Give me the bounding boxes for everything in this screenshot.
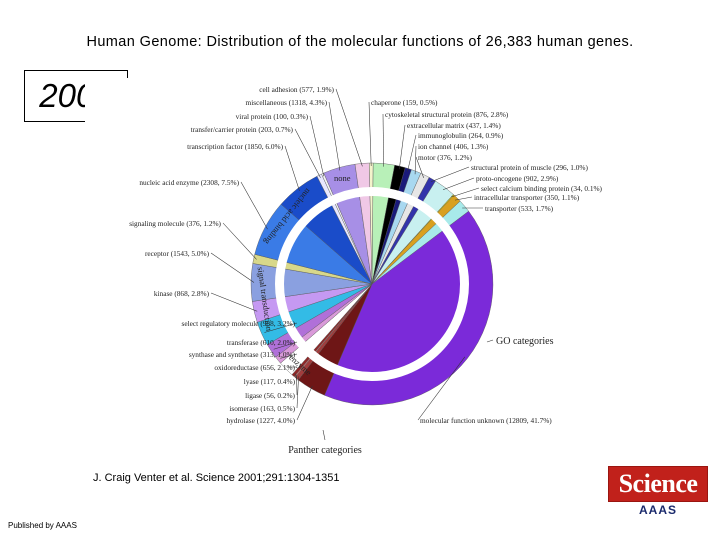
leader-signaling-molecule [222, 222, 257, 260]
label-molecular-function-unknown: molecular function unknown (12809, 41.7%… [420, 416, 552, 425]
label-miscellaneous: miscellaneous (1318, 4.3%) [246, 98, 328, 107]
leader-intracellular-transporter [454, 196, 473, 201]
leader-chaperone [368, 101, 372, 167]
label-intracellular-transporter: intracellular transporter (350, 1.1%) [474, 193, 580, 202]
label-ion-channel: ion channel (406, 1.3%) [418, 142, 489, 151]
leader-ion-channel [414, 145, 417, 175]
leader-structural-protein-of-muscle [430, 166, 470, 183]
leader-synthase-and-synthetase [280, 353, 298, 359]
go-categories-label: GO categories [496, 336, 554, 347]
leader-molecular-function-unknown [417, 356, 466, 421]
leader-transferase [273, 341, 298, 350]
leader-miscellaneous [328, 101, 341, 171]
leader-select-regulatory-molecule [264, 322, 298, 333]
label-receptor: receptor (1543, 5.0%) [145, 249, 210, 258]
label-select-calcium-binding-protein: select calcium binding protein (34, 0.1%… [481, 184, 603, 193]
label-lyase: lyase (117, 0.4%) [244, 377, 296, 386]
leader-motor [415, 156, 424, 178]
label-kinase: kinase (868, 2.8%) [154, 289, 210, 298]
leader-cytoskeletal-structural-protein [382, 113, 384, 167]
label-nucleic-acid-enzyme: nucleic acid enzyme (2308, 7.5%) [139, 178, 239, 187]
label-transcription-factor: transcription factor (1850, 6.0%) [187, 142, 283, 151]
science-logo-box: Science [608, 466, 708, 502]
published-by: Published by AAAS [8, 521, 77, 530]
leader-hydrolase [296, 385, 313, 421]
leader-receptor [210, 252, 255, 283]
label-immunoglobulin: immunoglobulin (264, 0.9%) [418, 131, 504, 140]
label-oxidoreductase: oxidoreductase (656, 2.1%) [214, 363, 295, 372]
slide-title: Human Genome: Distribution of the molecu… [86, 34, 634, 50]
panther-categories-label: Panther categories [288, 445, 362, 456]
label-transporter: transporter (533, 1.7%) [485, 204, 554, 213]
leader-cell-adhesion [335, 88, 363, 167]
leader-extracellular-matrix [399, 124, 406, 170]
label-ligase: ligase (56, 0.2%) [245, 391, 295, 400]
label-structural-protein-of-muscle: structural protein of muscle (296, 1.0%) [471, 163, 588, 172]
leader-viral-protein [309, 115, 325, 177]
label-select-regulatory-molecule: select regulatory molecule (988, 3.2%) [182, 319, 296, 328]
separator-ring [275, 187, 469, 381]
label-synthase-and-synthetase: synthase and synthetase (313, 1.0%) [189, 350, 296, 359]
label-motor: motor (376, 1.2%) [418, 153, 472, 162]
label-hydrolase: hydrolase (1227, 4.0%) [227, 416, 296, 425]
leader-lyase [294, 373, 298, 382]
leader-proto-oncogene [442, 177, 475, 190]
group-label-none: none [334, 173, 351, 183]
leader-nucleic-acid-enzyme [240, 181, 268, 230]
label-isomerase: isomerase (163, 0.5%) [229, 404, 295, 413]
leader-transcription-factor [284, 145, 300, 191]
label-signaling-molecule: signaling molecule (376, 1.2%) [129, 219, 221, 228]
leader-kinase [210, 292, 258, 312]
leader-immunoglobulin [407, 134, 417, 172]
slice-molecular-function-unknown [324, 210, 494, 406]
label-cell-adhesion: cell adhesion (577, 1.9%) [259, 85, 334, 94]
leader-select-calcium-binding-protein [451, 187, 480, 198]
citation: J. Craig Venter et al. Science 2001;291:… [93, 472, 340, 484]
label-proto-oncogene: proto-oncogene (902, 2.9%) [476, 174, 559, 183]
label-viral-protein: viral protein (100, 0.3%) [236, 112, 309, 121]
label-transferase: transferase (610, 2.0%) [227, 338, 296, 347]
leader-transfer-carrier-protein [294, 128, 321, 178]
label-transfer-carrier-protein: transfer/carrier protein (203, 0.7%) [191, 125, 294, 134]
aaas-logo-word: AAAS [638, 503, 677, 517]
leader-isomerase [296, 376, 299, 409]
label-extracellular-matrix: extracellular matrix (437, 1.4%) [407, 121, 501, 130]
science-logo[interactable]: Science AAAS [608, 466, 708, 518]
science-logo-word: Science [618, 469, 698, 498]
label-chaperone: chaperone (159, 0.5%) [371, 98, 438, 107]
leader-ligase [296, 374, 298, 396]
label-cytoskeletal-structural-protein: cytoskeletal structural protein (876, 2.… [385, 110, 509, 119]
